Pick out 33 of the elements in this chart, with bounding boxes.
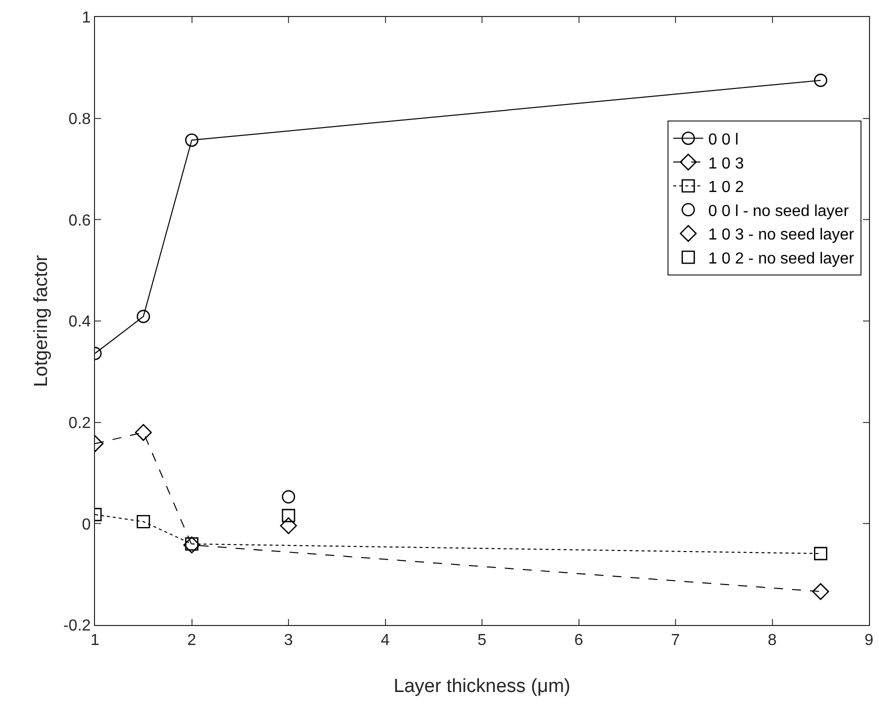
legend-label: 1 0 2 <box>708 179 744 196</box>
point <box>812 583 830 600</box>
y-tick-label: 1 <box>82 10 91 27</box>
x-tick-label: 6 <box>574 632 584 650</box>
legend-label: 0 0 l <box>708 132 739 148</box>
point <box>282 508 296 522</box>
legend-label: 1 0 3 <box>708 155 744 172</box>
y-tick-label: 0.8 <box>68 110 91 128</box>
y-tick-label: 0.6 <box>68 212 91 230</box>
x-axis-title: Layer thickness (μm) <box>394 676 570 697</box>
x-tick-label: 9 <box>864 632 874 650</box>
y-tick-label: 0 <box>82 516 91 534</box>
x-tick-label: 2 <box>187 632 196 650</box>
point <box>136 514 150 528</box>
y-axis-title: Lotgering factor <box>31 254 52 388</box>
x-tick-label: 3 <box>284 632 294 650</box>
point <box>814 546 828 560</box>
point <box>814 74 828 87</box>
legend-label: 1 0 2 - no seed layer <box>708 250 855 268</box>
y-tick-label: 0.4 <box>68 314 91 331</box>
x-tick-label: 4 <box>380 632 390 650</box>
point <box>134 424 152 441</box>
x-tick-label: 8 <box>768 632 777 650</box>
y-tick-label: 0.2 <box>68 414 91 432</box>
legend-label: 0 0 l - no seed layer <box>708 202 850 220</box>
point <box>136 310 150 324</box>
point <box>282 490 296 504</box>
point <box>185 133 198 147</box>
y-tick-label: -0.2 <box>63 618 91 635</box>
x-tick-label: 7 <box>671 632 680 650</box>
legend-label: 1 0 3 - no seed layer <box>708 226 855 244</box>
x-tick-label: 5 <box>478 632 487 650</box>
point <box>280 517 297 534</box>
